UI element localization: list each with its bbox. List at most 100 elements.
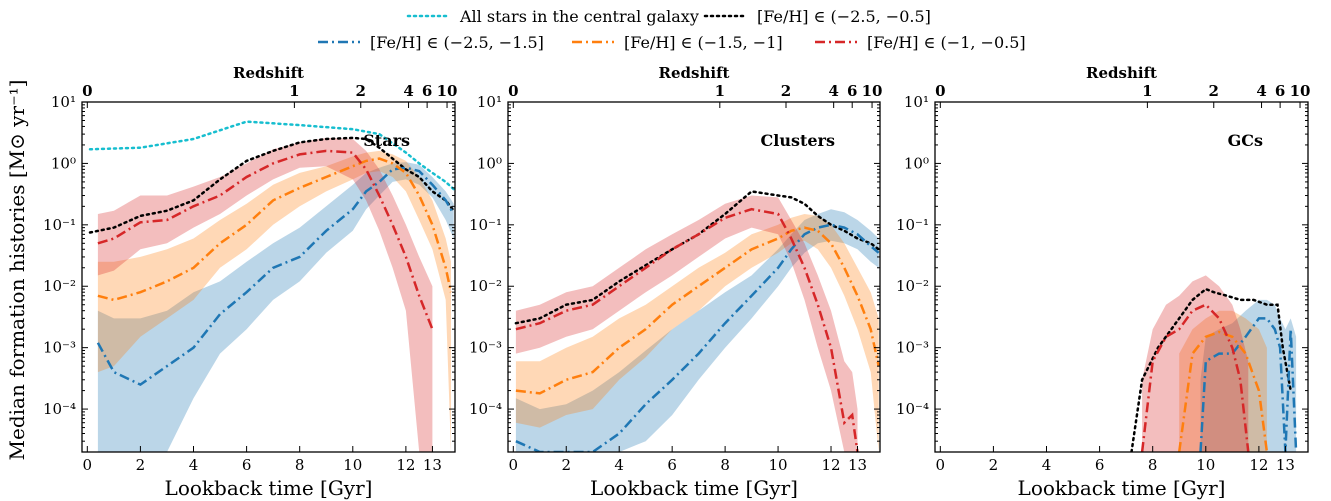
y-tick-label: 10⁰ xyxy=(51,154,76,172)
y-tick-label: 10⁻⁴ xyxy=(43,400,76,418)
top-tick-label: 10 xyxy=(437,82,458,100)
top-tick-label: 6 xyxy=(422,82,432,100)
y-axis-label: Median formation histories [M⊙ yr⁻¹] xyxy=(5,80,29,461)
line-series-0 xyxy=(88,120,455,191)
line-series-1 xyxy=(88,136,455,234)
x-tick-label: 8 xyxy=(720,456,730,474)
x-axis-label: Lookback time [Gyr] xyxy=(165,476,373,500)
band-series-2 xyxy=(515,214,879,452)
top-tick-label: 4 xyxy=(403,82,413,100)
x-tick-label: 2 xyxy=(989,456,999,474)
top-tick-label: 6 xyxy=(847,82,857,100)
band-series-3 xyxy=(1142,275,1249,452)
top-tick-label: 0 xyxy=(508,82,518,100)
top-tick-label: 1 xyxy=(715,82,725,100)
x-tick-label: 12 xyxy=(1249,456,1268,474)
x-tick-label: 4 xyxy=(614,456,624,474)
y-tick-label: 10⁻⁴ xyxy=(469,400,502,418)
top-tick-label: 10 xyxy=(1290,82,1311,100)
top-tick-label: 2 xyxy=(356,82,366,100)
top-axis-label: Redshift xyxy=(1086,64,1157,82)
y-tick-label: 10⁻¹ xyxy=(896,216,929,234)
legend-item: [Fe/H] ∈ (−1, −0.5] xyxy=(815,33,1026,52)
axes-frame xyxy=(507,101,881,453)
plot-area xyxy=(88,120,455,452)
x-tick-label: 8 xyxy=(295,456,305,474)
x-tick-label: 2 xyxy=(561,456,571,474)
line-series-1 xyxy=(1199,317,1298,452)
plot-area xyxy=(514,190,880,452)
line-series-0 xyxy=(514,190,880,325)
top-tick-label: 0 xyxy=(935,82,945,100)
x-tick-label: 6 xyxy=(667,456,677,474)
band-series-1 xyxy=(515,209,879,452)
y-tick-label: 10⁻³ xyxy=(43,339,76,357)
line-series-3 xyxy=(97,157,453,302)
top-tick-label: 1 xyxy=(1142,82,1152,100)
line-series-1 xyxy=(515,223,880,452)
y-tick-label: 10⁻¹ xyxy=(469,216,502,234)
legend-label: All stars in the central galaxy xyxy=(459,7,699,26)
top-tick-label: 1 xyxy=(289,82,299,100)
top-axis-label: Redshift xyxy=(659,64,730,82)
top-tick-label: 4 xyxy=(1256,82,1266,100)
x-tick-label: 10 xyxy=(1196,456,1215,474)
x-tick-label: 13 xyxy=(1276,456,1295,474)
legend-label: [Fe/H] ∈ (−1, −0.5] xyxy=(867,33,1026,52)
x-axis-label: Lookback time [Gyr] xyxy=(1018,476,1226,500)
top-tick-label: 2 xyxy=(781,82,791,100)
x-tick-label: 6 xyxy=(1095,456,1105,474)
x-tick-label: 10 xyxy=(769,456,788,474)
y-tick-label: 10⁻³ xyxy=(469,339,502,357)
line-series-2 xyxy=(515,226,880,395)
plot-area xyxy=(1130,275,1298,452)
y-tick-label: 10⁻² xyxy=(43,277,76,295)
y-tick-label: 10⁻¹ xyxy=(43,216,76,234)
legend: All stars in the central galaxy [Fe/H] ∈ … xyxy=(318,7,1026,52)
x-tick-label: 12 xyxy=(821,456,840,474)
x-tick-label: 0 xyxy=(509,456,519,474)
x-tick-label: 4 xyxy=(1042,456,1052,474)
y-tick-label: 10⁰ xyxy=(904,154,929,172)
axes-frame xyxy=(81,101,456,453)
line-series-2 xyxy=(96,166,455,387)
y-tick-label: 10⁰ xyxy=(477,154,502,172)
line-series-4 xyxy=(97,149,434,330)
legend-item: All stars in the central galaxy xyxy=(406,7,699,26)
top-tick-label: 0 xyxy=(82,82,92,100)
legend-item: [Fe/H] ∈ (−2.5, −0.5] xyxy=(703,7,931,26)
band-series-4 xyxy=(97,137,433,452)
y-tick-label: 10¹ xyxy=(477,93,502,111)
top-tick-label: 10 xyxy=(862,82,883,100)
band-series-3 xyxy=(97,150,452,452)
top-tick-label: 2 xyxy=(1209,82,1219,100)
panel-label: Clusters xyxy=(761,131,835,150)
band-series-3 xyxy=(515,195,858,452)
y-tick-label: 10¹ xyxy=(904,93,929,111)
x-tick-label: 10 xyxy=(343,456,362,474)
band-series-2 xyxy=(97,162,454,452)
x-tick-label: 0 xyxy=(936,456,946,474)
y-tick-label: 10⁻² xyxy=(469,277,502,295)
x-tick-label: 13 xyxy=(848,456,867,474)
line-series-3 xyxy=(1140,303,1250,452)
x-tick-label: 13 xyxy=(423,456,442,474)
band-series-2 xyxy=(1179,310,1267,452)
top-tick-label: 6 xyxy=(1275,82,1285,100)
y-tick-label: 10⁻³ xyxy=(896,339,929,357)
legend-label: [Fe/H] ∈ (−1.5, −1] xyxy=(624,33,783,52)
x-tick-label: 4 xyxy=(189,456,199,474)
line-series-0 xyxy=(1130,287,1292,452)
legend-item: [Fe/H] ∈ (−2.5, −1.5] xyxy=(318,33,544,52)
x-tick-label: 6 xyxy=(242,456,252,474)
y-tick-label: 10⁻² xyxy=(896,277,929,295)
top-tick-label: 4 xyxy=(828,82,838,100)
legend-label: [Fe/H] ∈ (−2.5, −0.5] xyxy=(757,7,931,26)
legend-label: [Fe/H] ∈ (−2.5, −1.5] xyxy=(370,33,544,52)
y-tick-label: 10⁻⁴ xyxy=(896,400,929,418)
x-tick-label: 2 xyxy=(136,456,146,474)
